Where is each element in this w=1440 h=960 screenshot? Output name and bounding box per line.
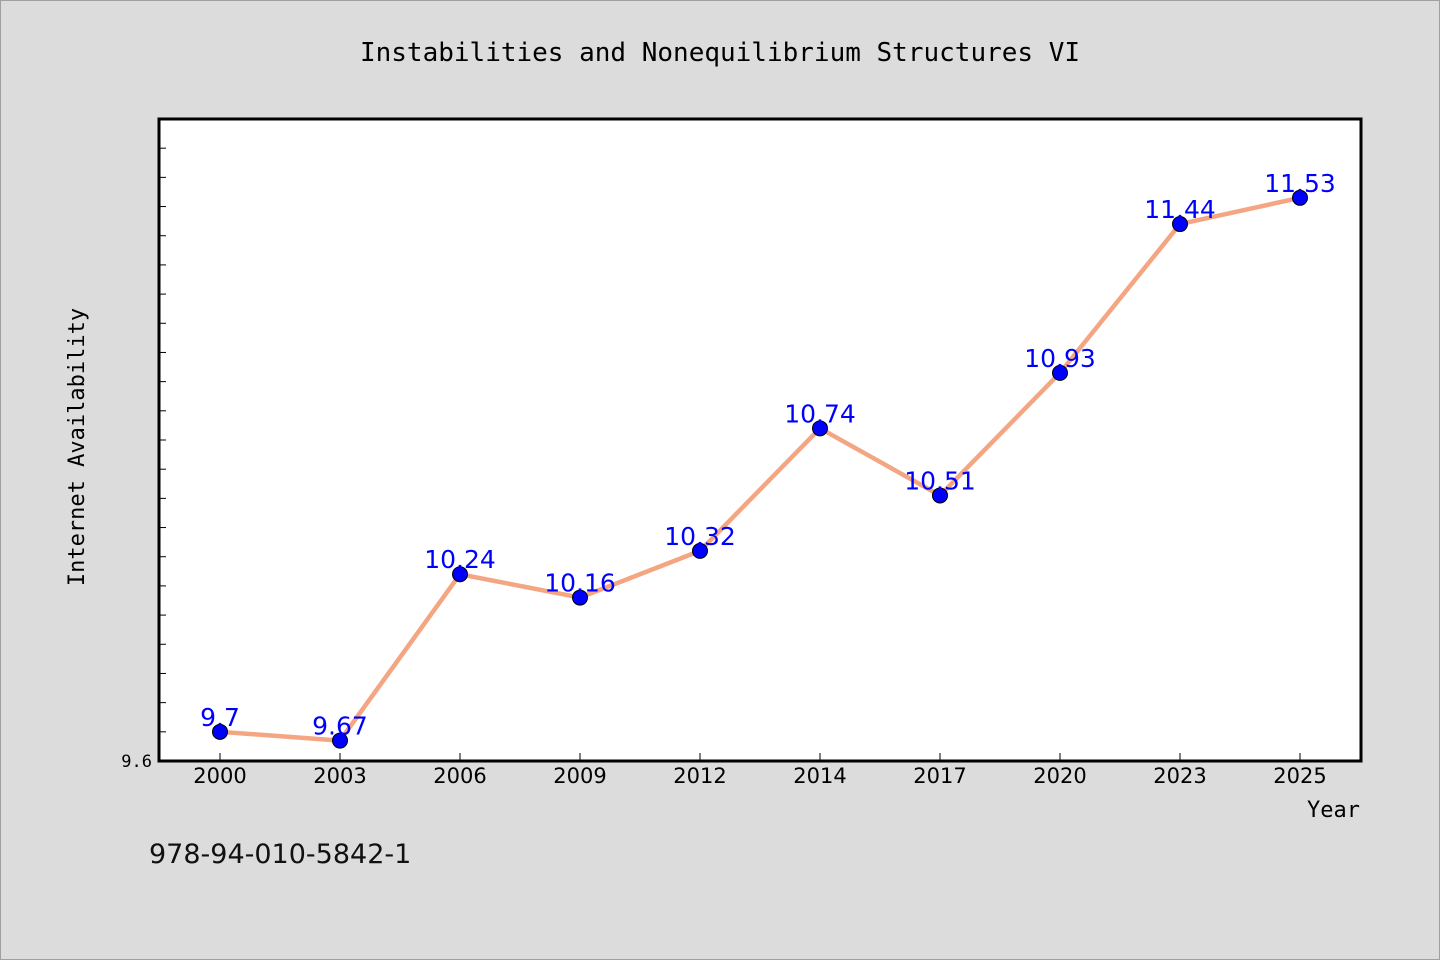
data-label: 9.7 — [200, 703, 240, 732]
plot-area — [157, 117, 1363, 763]
data-point — [1292, 189, 1308, 206]
y-axis-ticks: 9.6 — [121, 147, 166, 772]
x-tick-label: 2017 — [913, 764, 966, 788]
data-label: 10.51 — [904, 466, 976, 495]
data-point — [332, 732, 348, 749]
data-label: 10.32 — [664, 522, 736, 551]
chart-title: Instabilities and Nonequilibrium Structu… — [360, 38, 1080, 68]
series-group: 9.7 9.67 10.24 10.16 10.32 10.74 10.51 10.93 11.… — [200, 169, 1336, 749]
isbn-code: 978-94-010-5842-1 — [149, 839, 411, 870]
data-point — [1172, 216, 1188, 233]
data-point — [572, 589, 588, 606]
x-axis-ticks: 2000 2003 2006 2009 2012 2014 2017 2020 2023 2025 — [193, 753, 1327, 788]
data-point — [1052, 364, 1068, 381]
data-label: 9.67 — [312, 712, 368, 741]
data-point — [692, 542, 708, 559]
data-point — [932, 487, 948, 504]
x-tick-label: 2012 — [673, 764, 726, 788]
series-line — [219, 195, 1301, 743]
data-point — [212, 723, 228, 740]
data-point — [812, 420, 828, 437]
x-tick-label: 2000 — [193, 764, 246, 788]
y-tick-label: 9.6 — [121, 752, 152, 772]
x-tick-label: 2014 — [793, 764, 846, 788]
data-label: 10.74 — [784, 399, 856, 428]
data-label: 11.53 — [1264, 169, 1336, 198]
x-tick-label: 2009 — [553, 764, 606, 788]
x-tick-label: 2025 — [1273, 764, 1326, 788]
y-axis-label: Internet Availability — [65, 308, 90, 586]
x-tick-label: 2006 — [433, 764, 486, 788]
data-label: 10.16 — [544, 569, 616, 598]
data-label: 10.93 — [1024, 344, 1096, 373]
data-point — [452, 566, 468, 583]
x-tick-label: 2020 — [1033, 764, 1086, 788]
x-tick-label: 2023 — [1153, 764, 1206, 788]
data-label: 10.24 — [424, 545, 496, 574]
x-tick-label: 2003 — [313, 764, 366, 788]
data-label: 11.44 — [1144, 195, 1216, 224]
x-axis-label: Year — [1307, 798, 1360, 823]
